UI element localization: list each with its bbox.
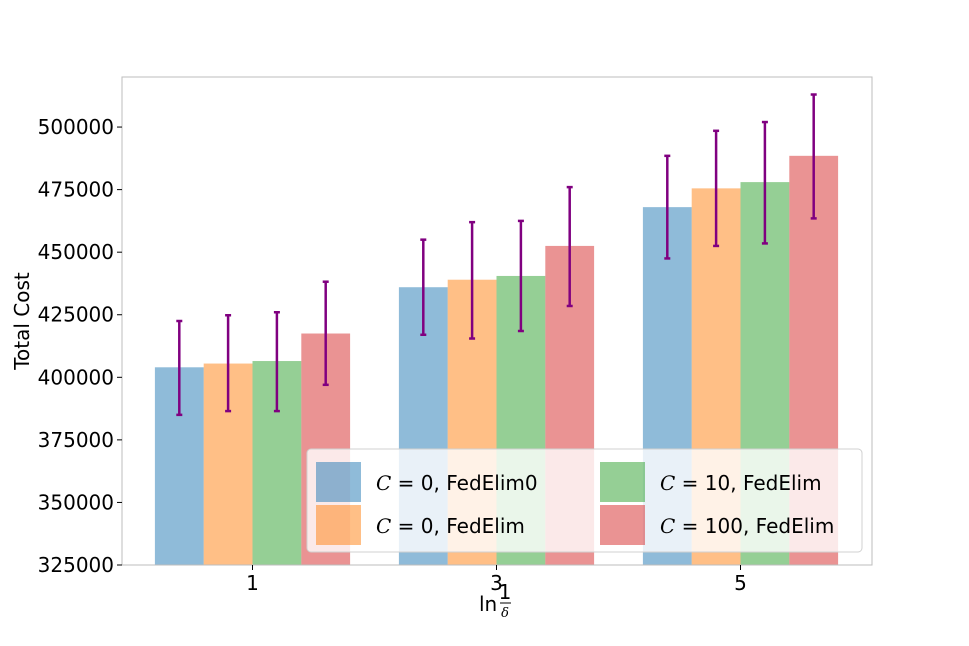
y-axis: 325000 350000 375000 400000 425000 450000 4750… [38,115,122,577]
x-tick-label: 5 [734,571,747,595]
legend-label-2: C = 10, FedElim [660,471,822,495]
legend-swatch-1 [316,505,361,545]
y-tick-label: 450000 [38,240,114,264]
y-tick-label: 425000 [38,303,114,327]
y-tick-label: 500000 [38,115,114,139]
x-axis-label-numerator: 1 [499,580,512,604]
legend-label-3: C = 100, FedElim [660,514,834,538]
y-tick-label: 350000 [38,490,114,514]
legend-swatch-3 [600,505,645,545]
x-axis-label-prefix: ln [479,592,497,616]
x-axis-label-denominator: δ [501,606,509,621]
legend-box [306,448,863,553]
legend-label-0: C = 0, FedElim0 [376,471,538,495]
legend: C = 0, FedElim0 C = 0, FedElim C = 10, Fed… [306,448,863,553]
y-tick-label: 400000 [38,365,114,389]
legend-swatch-0 [316,462,361,502]
x-axis-label: ln 1 δ [479,580,511,621]
y-tick-label: 325000 [38,553,114,577]
y-tick-label: 475000 [38,178,114,202]
y-axis-label: Total Cost [10,272,34,371]
x-tick-label: 3 [490,571,503,595]
y-tick-label: 375000 [38,428,114,452]
legend-label-1: C = 0, FedElim [376,514,525,538]
legend-swatch-2 [600,462,645,502]
error-bars-layer [176,93,817,417]
x-axis: 1 3 5 [246,565,747,595]
x-tick-label: 1 [246,571,259,595]
